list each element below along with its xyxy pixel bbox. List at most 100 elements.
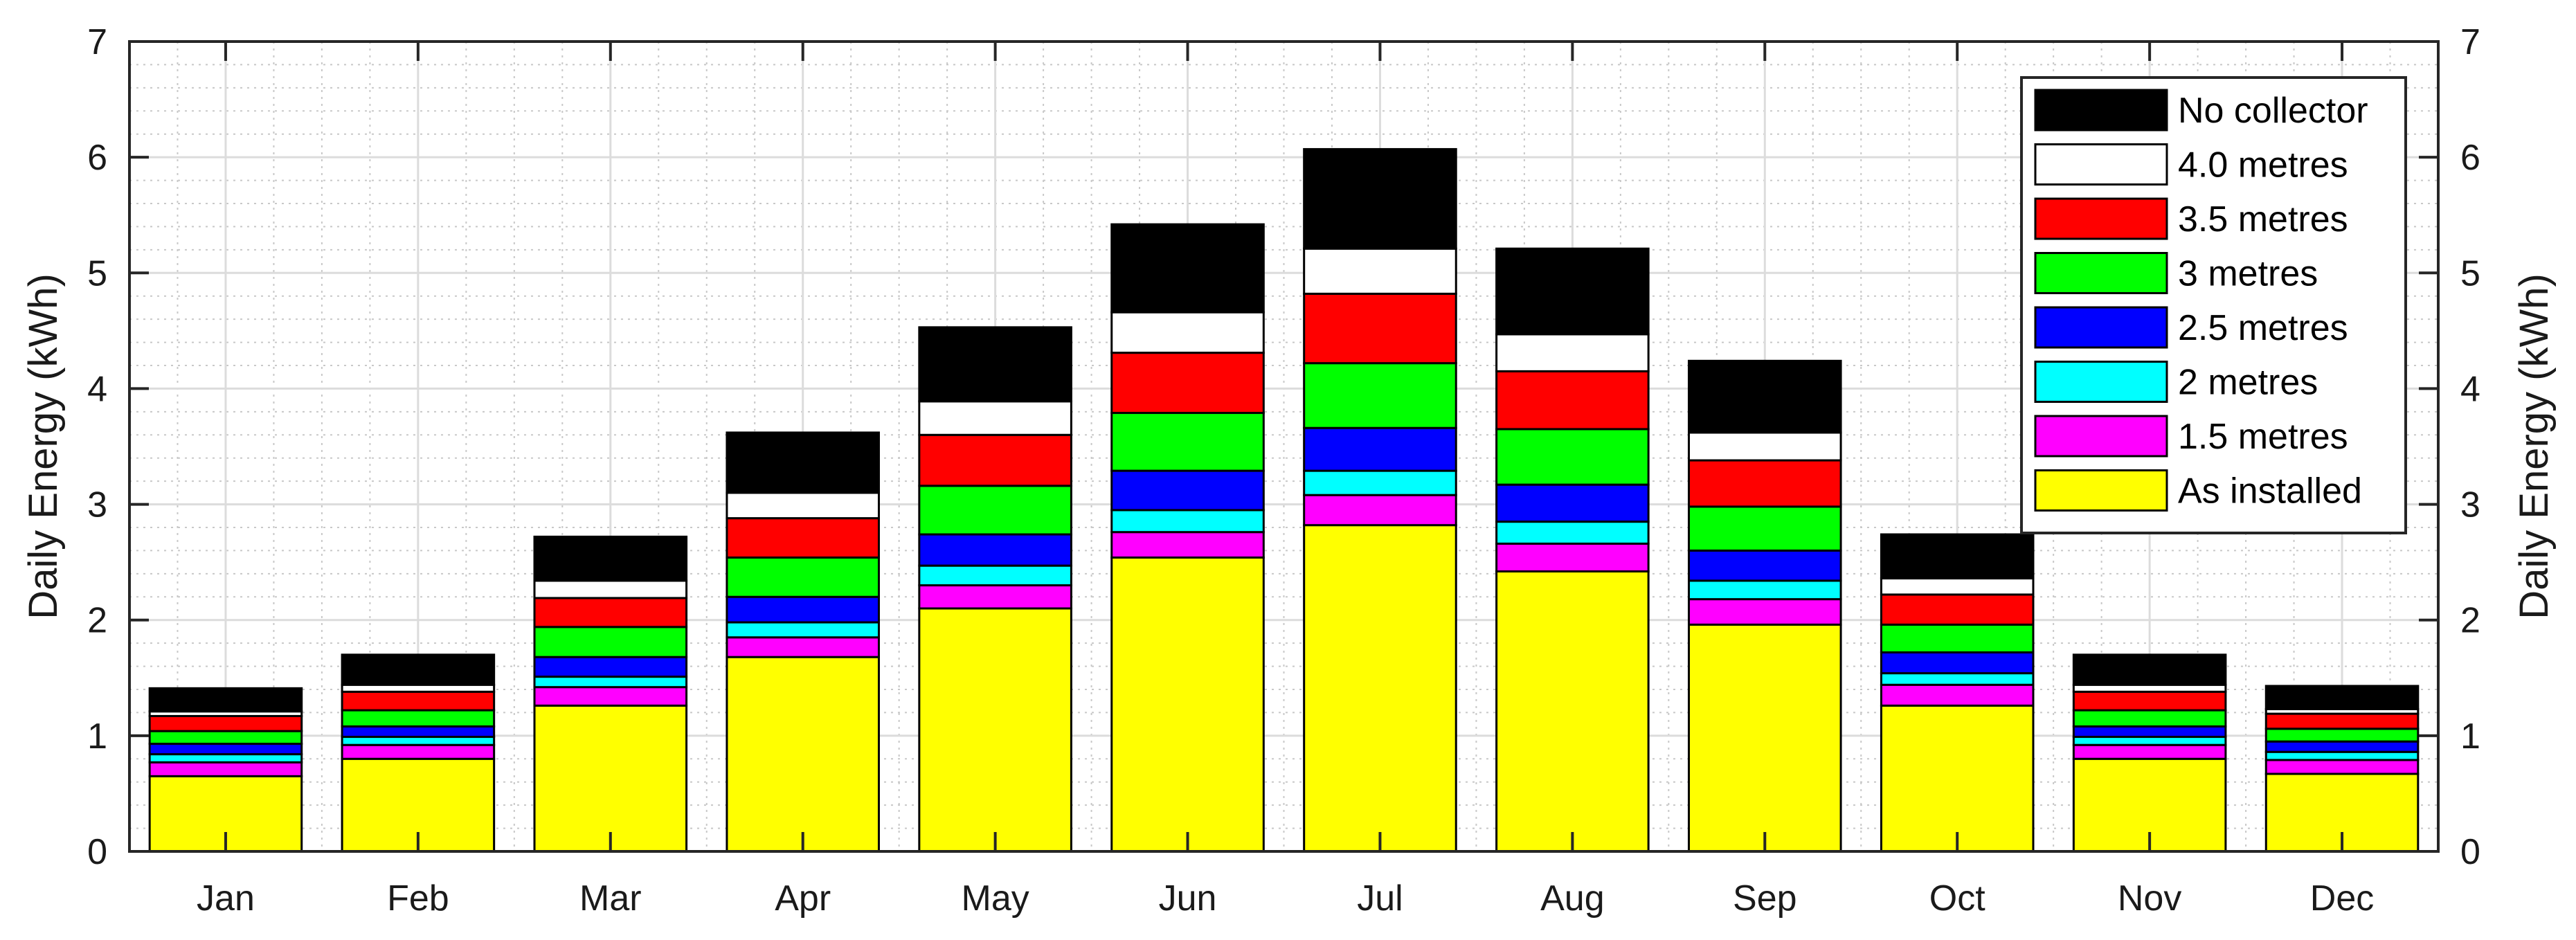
bar-segment-jun-4-0-metres	[1110, 311, 1265, 354]
bar-segment-jan-3-metres	[148, 730, 303, 745]
x-tick-label-may: May	[962, 878, 1029, 919]
left-tick-label: 1	[87, 716, 107, 757]
legend: No collector 4.0 metres 3.5 metres 3 metres…	[2020, 76, 2407, 534]
bar-segment-feb-4-0-metres	[341, 683, 496, 693]
bar-segment-aug-3-5-metres	[1495, 370, 1650, 431]
right-tick-label: 0	[2460, 832, 2480, 872]
right-tick-label: 5	[2460, 253, 2480, 293]
bar-segment-sep-4-0-metres	[1688, 431, 1842, 462]
bar-segment-mar-as-installed	[533, 704, 688, 853]
bar-segment-feb-2-5-metres	[341, 725, 496, 739]
x-tick-label-nov: Nov	[2118, 878, 2181, 919]
bar-segment-apr-3-metres	[726, 556, 880, 598]
left-tick-label: 7	[87, 22, 107, 62]
bar-segment-jun-no-collector	[1110, 223, 1265, 314]
legend-label-2-metres: 2 metres	[2178, 363, 2318, 403]
legend-swatch-1-5-metres	[2034, 415, 2168, 458]
bar-segment-may-as-installed	[918, 607, 1072, 853]
legend-swatch-2-metres	[2034, 361, 2168, 403]
bar-segment-aug-4-0-metres	[1495, 333, 1650, 372]
right-tick-label: 1	[2460, 716, 2480, 757]
bar-segment-jul-3-5-metres	[1303, 292, 1457, 365]
legend-swatch-3-5-metres	[2034, 197, 2168, 240]
bar-segment-jun-2-metres	[1110, 509, 1265, 534]
legend-swatch-as-installed	[2034, 469, 2168, 512]
bar-segment-nov-4-0-metres	[2072, 683, 2227, 693]
bar-segment-sep-3-5-metres	[1688, 459, 1842, 508]
bar-segment-jul-no-collector	[1303, 147, 1457, 250]
bar-segment-nov-2-5-metres	[2072, 725, 2227, 739]
legend-label-1-5-metres: 1.5 metres	[2178, 417, 2348, 457]
bar-segment-dec-2-metres	[2264, 750, 2420, 761]
left-tick-label: 0	[87, 832, 107, 872]
bar-segment-sep-2-5-metres	[1688, 549, 1842, 582]
y-axis-label-left: Daily Energy (kWh)	[21, 273, 66, 620]
bar-segment-apr-as-installed	[726, 656, 880, 853]
bar-segment-aug-1-5-metres	[1495, 542, 1650, 573]
bar-segment-jan-2-5-metres	[148, 743, 303, 756]
bar-segment-mar-1-5-metres	[533, 686, 688, 707]
left-tick-label: 3	[87, 485, 107, 525]
right-tick-label: 2	[2460, 601, 2480, 641]
bar-segment-dec-1-5-metres	[2264, 759, 2420, 775]
bar-segment-mar-no-collector	[533, 535, 688, 582]
legend-label-3-5-metres: 3.5 metres	[2178, 199, 2348, 239]
bar-segment-jun-3-5-metres	[1110, 352, 1265, 415]
bar-segment-may-2-5-metres	[918, 533, 1072, 567]
bar-segment-jan-1-5-metres	[148, 761, 303, 777]
bar-segment-may-1-5-metres	[918, 584, 1072, 610]
legend-label-as-installed: As installed	[2178, 471, 2362, 512]
bar-segment-aug-2-metres	[1495, 521, 1650, 545]
bar-segment-jan-no-collector	[148, 687, 303, 713]
bar-segment-mar-2-5-metres	[533, 656, 688, 678]
right-tick-label: 7	[2460, 22, 2480, 62]
bar-segment-feb-2-metres	[341, 736, 496, 746]
x-tick-label-jul: Jul	[1357, 878, 1403, 919]
bar-segment-sep-2-metres	[1688, 579, 1842, 601]
left-tick-label: 2	[87, 601, 107, 641]
bar-segment-may-3-5-metres	[918, 433, 1072, 487]
left-y-ticks: 0 1 2 3 4 5 6 7	[87, 22, 149, 872]
bar-segment-oct-2-5-metres	[1880, 651, 2035, 675]
bar-segment-oct-1-5-metres	[1880, 683, 2035, 707]
legend-label-no-collector: No collector	[2178, 91, 2368, 131]
bar-segment-jun-as-installed	[1110, 556, 1265, 853]
bar-segment-apr-2-5-metres	[726, 595, 880, 624]
bar-segment-feb-as-installed	[341, 757, 496, 853]
bar-segment-apr-4-0-metres	[726, 491, 880, 520]
legend-label-2-5-metres: 2.5 metres	[2178, 308, 2348, 348]
bar-segment-dec-3-5-metres	[2264, 712, 2420, 730]
y-axis-label-right: Daily Energy (kWh)	[2512, 273, 2557, 620]
x-tick-label-sep: Sep	[1733, 878, 1797, 919]
legend-label-4-0-metres: 4.0 metres	[2178, 145, 2348, 186]
bar-segment-apr-3-5-metres	[726, 517, 880, 559]
right-tick-label: 4	[2460, 369, 2480, 409]
bar-segment-feb-3-metres	[341, 709, 496, 727]
bar-segment-jul-as-installed	[1303, 524, 1457, 853]
bar-segment-nov-no-collector	[2072, 653, 2227, 686]
bar-segment-sep-as-installed	[1688, 623, 1842, 853]
bar-segment-oct-no-collector	[1880, 533, 2035, 580]
bar-segment-jun-3-metres	[1110, 412, 1265, 472]
bar-segment-aug-no-collector	[1495, 247, 1650, 336]
x-tick-label-mar: Mar	[579, 878, 642, 919]
bar-segment-nov-1-5-metres	[2072, 743, 2227, 760]
bar-segment-may-3-metres	[918, 485, 1072, 536]
x-tick-label-oct: Oct	[1929, 878, 1985, 919]
bar-segment-oct-3-metres	[1880, 623, 2035, 654]
bar-segment-dec-2-5-metres	[2264, 740, 2420, 753]
bar-segment-sep-3-metres	[1688, 505, 1842, 552]
bar-segment-jun-1-5-metres	[1110, 531, 1265, 559]
bar-segment-aug-2-5-metres	[1495, 483, 1650, 523]
bar-segment-jan-2-metres	[148, 753, 303, 763]
bar-segment-feb-3-5-metres	[341, 690, 496, 712]
bar-segment-may-2-metres	[918, 564, 1072, 587]
bar-segment-oct-2-metres	[1880, 672, 2035, 686]
bar-segment-oct-as-installed	[1880, 704, 2035, 853]
x-tick-label-dec: Dec	[2310, 878, 2374, 919]
legend-swatch-2-5-metres	[2034, 306, 2168, 349]
legend-swatch-4-0-metres	[2034, 143, 2168, 186]
bar-segment-feb-no-collector	[341, 653, 496, 686]
bar-segment-nov-3-metres	[2072, 709, 2227, 727]
